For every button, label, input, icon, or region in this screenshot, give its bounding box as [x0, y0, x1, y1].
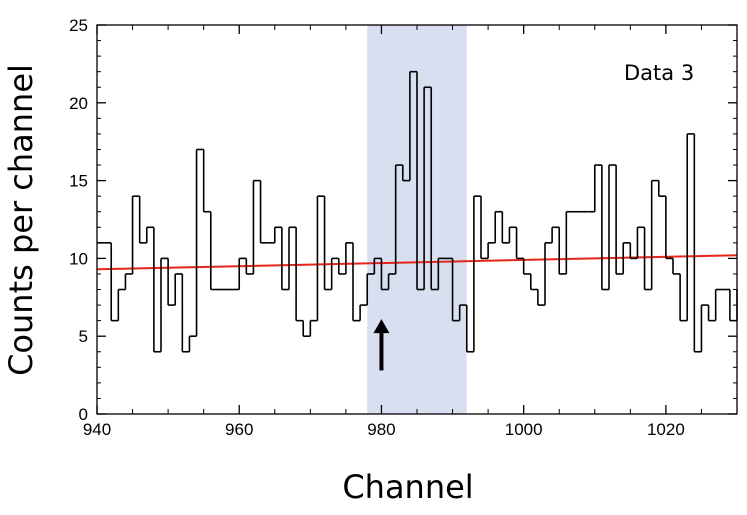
y-axis-title: Counts per channel [2, 64, 40, 376]
x-tick-label: 940 [83, 420, 111, 439]
arrow-head [373, 319, 390, 334]
data-label: Data 3 [624, 61, 694, 85]
histogram-layer [97, 70, 738, 353]
y-tick-label: 5 [79, 327, 88, 346]
axis-layer: 940 960 980 1000 1020 0 5 10 15 20 25 [69, 16, 738, 439]
y-tick-label: 25 [69, 16, 88, 35]
x-tick-label: 960 [225, 420, 253, 439]
y-tick-label: 15 [69, 172, 88, 191]
x-tick-label: 980 [367, 420, 395, 439]
y-tick-label: 10 [69, 249, 88, 268]
y-tick-label: 0 [79, 405, 88, 424]
x-tick-label: 1020 [647, 420, 685, 439]
y-tick-label: 20 [69, 94, 88, 113]
x-tick-label: 1000 [505, 420, 543, 439]
x-axis-title: Channel [342, 468, 473, 506]
annotation-layer [373, 319, 390, 371]
